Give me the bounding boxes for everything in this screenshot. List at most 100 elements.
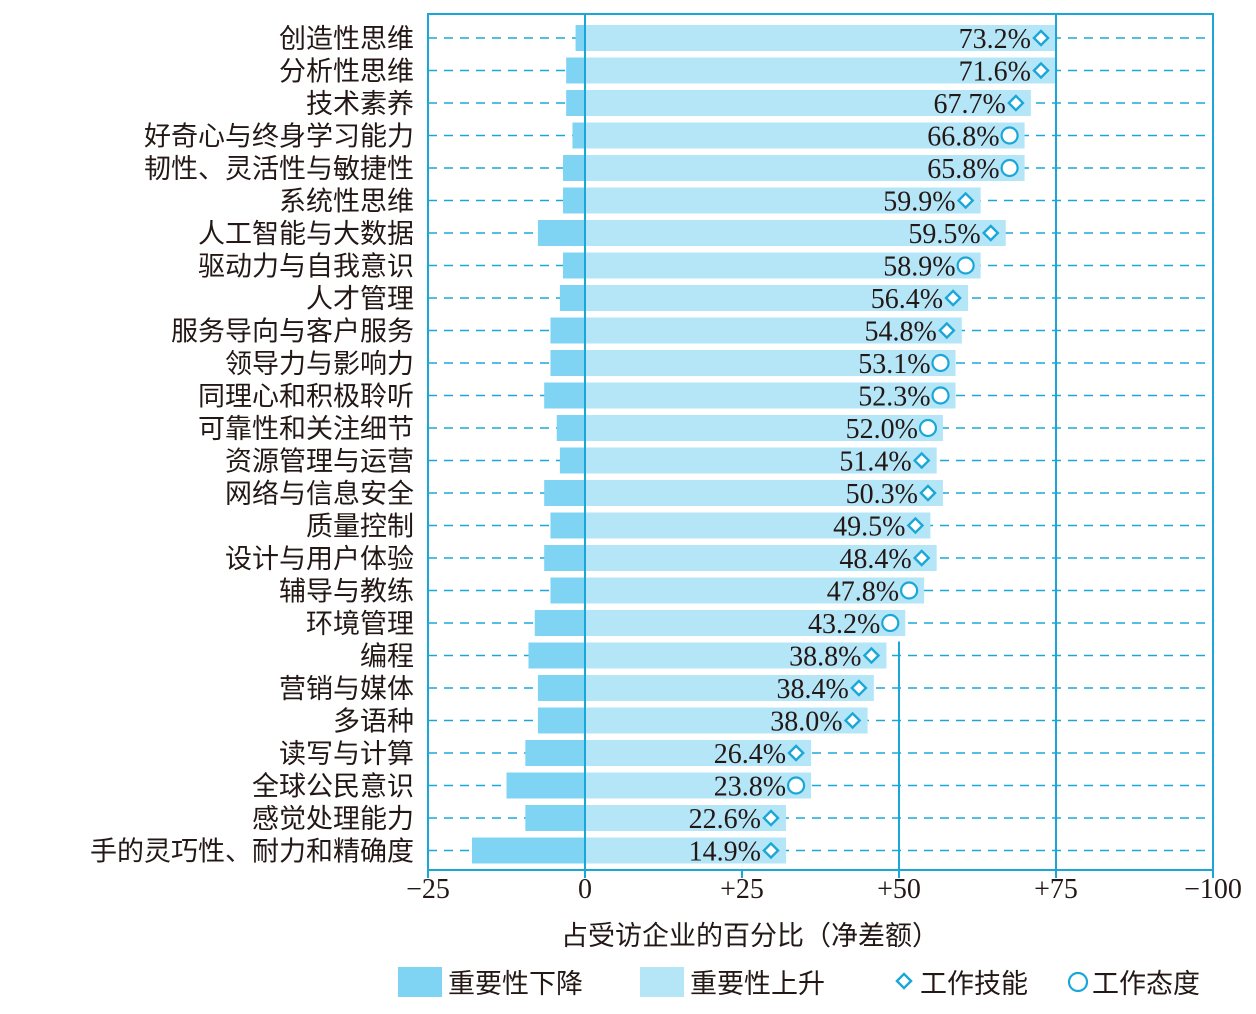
bar-decrease — [550, 350, 585, 376]
category-label: 编程 — [360, 642, 414, 673]
bar-decrease — [575, 25, 585, 51]
bar-increase — [585, 317, 962, 344]
bar-increase — [585, 772, 812, 799]
circle-icon — [1000, 126, 1019, 145]
bar-decrease — [506, 772, 585, 799]
value-label: 49.5% — [833, 512, 905, 543]
value-label: 53.1% — [858, 349, 930, 380]
bar-decrease — [550, 577, 585, 604]
value-label: 56.4% — [871, 284, 943, 315]
tick-label: −25 — [406, 874, 450, 905]
bar-decrease — [563, 155, 585, 181]
category-label: 技术素养 — [306, 89, 414, 120]
legend-attitude-label: 工作态度 — [1092, 969, 1200, 1000]
tick-label: +25 — [720, 874, 764, 905]
value-label: 38.4% — [777, 674, 849, 705]
value-label: 47.8% — [827, 577, 899, 608]
tick-label: +75 — [1034, 874, 1078, 905]
bar-increase — [585, 512, 931, 539]
bar-decrease — [544, 480, 585, 506]
bar-increase — [585, 675, 874, 701]
plot-frame — [427, 13, 1214, 871]
bar-increase — [585, 545, 937, 571]
legend-skill-label: 工作技能 — [920, 969, 1028, 1000]
category-label: 设计与用户体验 — [225, 544, 414, 575]
bar-decrease — [544, 382, 585, 409]
bar-increase — [585, 57, 1056, 84]
legend-decrease-swatch — [398, 967, 442, 997]
bar-decrease — [544, 545, 585, 571]
value-label: 65.8% — [927, 154, 999, 185]
bar-decrease — [537, 220, 585, 246]
bar-decrease — [556, 415, 585, 441]
bar-increase — [585, 220, 1006, 246]
value-labels: 73.2%71.6%67.7%66.8%65.8%59.9%59.5%58.9%… — [689, 24, 1031, 868]
category-label: 全球公民意识 — [252, 772, 414, 803]
legend-increase-label: 重要性上升 — [690, 969, 825, 1000]
bar-increase — [585, 350, 956, 376]
category-label: 多语种 — [333, 707, 414, 738]
category-label: 环境管理 — [306, 609, 414, 640]
category-label: 质量控制 — [306, 512, 414, 543]
markers — [762, 29, 1050, 860]
circle-icon — [956, 256, 975, 275]
value-label: 43.2% — [808, 609, 880, 640]
bar-increase — [585, 610, 906, 636]
bar-increase — [585, 252, 981, 279]
value-label: 14.9% — [689, 837, 761, 868]
x-axis-ticks: −25 0 +25 +50 +75 −100 — [406, 870, 1242, 905]
diamond-icon — [843, 711, 862, 730]
bar-increase — [585, 805, 786, 831]
diamond-icon — [1007, 94, 1025, 112]
circle-icon — [918, 418, 938, 438]
diamond-icon — [956, 191, 975, 210]
diamond-icon — [944, 289, 962, 307]
category-label: 服务导向与客户服务 — [171, 317, 414, 348]
bar-increase — [585, 122, 1025, 149]
bar-decrease — [572, 122, 585, 149]
value-label: 48.4% — [839, 544, 911, 575]
tick-label: +50 — [877, 874, 921, 905]
category-label: 网络与信息安全 — [225, 479, 414, 510]
bar-increase — [585, 447, 937, 474]
category-label: 人才管理 — [306, 284, 414, 315]
bar-increase — [585, 285, 969, 311]
value-label: 59.9% — [883, 187, 955, 218]
legend-circle-icon — [1067, 971, 1089, 993]
category-label: 资源管理与运营 — [225, 447, 414, 478]
value-label: 50.3% — [846, 479, 918, 510]
tick-label: −100 — [1184, 874, 1242, 905]
bars — [471, 25, 1056, 864]
diamond-icon — [912, 549, 931, 567]
diamond-icon — [895, 972, 913, 990]
category-label: 创造性思维 — [279, 24, 414, 55]
bar-increase — [585, 577, 925, 604]
bar-decrease — [471, 837, 585, 864]
bar-decrease — [550, 512, 585, 539]
category-label: 手的灵巧性、耐力和精确度 — [90, 837, 414, 868]
value-label: 52.0% — [846, 414, 918, 445]
circle-icon — [931, 353, 950, 373]
tick-label: 0 — [578, 874, 592, 905]
value-label: 38.0% — [770, 707, 842, 738]
value-label: 71.6% — [959, 57, 1031, 88]
category-label: 同理心和积极聆听 — [198, 382, 414, 413]
circle-icon — [900, 581, 919, 600]
bar-increase — [585, 837, 786, 864]
category-label: 感觉处理能力 — [252, 804, 414, 835]
value-label: 26.4% — [714, 739, 786, 770]
category-labels: 创造性思维分析性思维技术素养好奇心与终身学习能力韧性、灵活性与敏捷性系统性思维人… — [90, 24, 414, 868]
category-label: 读写与计算 — [279, 739, 414, 770]
circle-icon — [1000, 158, 1019, 178]
circle-icon — [931, 386, 950, 405]
legend-increase-swatch — [640, 967, 684, 997]
diamond-icon — [762, 841, 780, 860]
category-label: 分析性思维 — [279, 57, 414, 88]
bar-increase — [585, 90, 1031, 116]
bar-increase — [585, 382, 956, 409]
bar-decrease — [566, 90, 585, 116]
diamond-icon — [762, 809, 780, 827]
diamond-icon — [1032, 61, 1050, 80]
diamond-icon — [862, 646, 881, 665]
